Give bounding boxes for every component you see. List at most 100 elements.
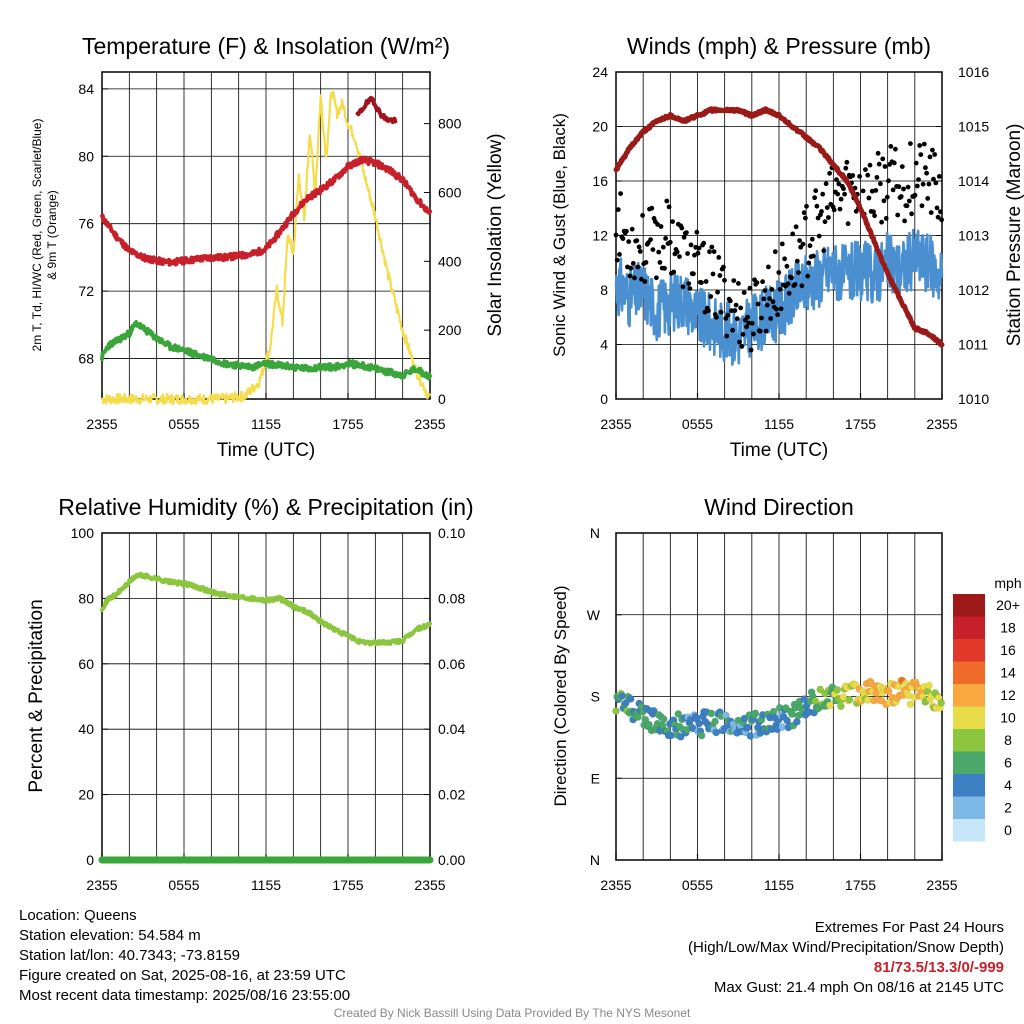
gust-point bbox=[837, 206, 843, 212]
gust-point bbox=[744, 324, 749, 330]
gust-point bbox=[692, 252, 697, 258]
y-tick-label: 12 bbox=[592, 228, 608, 244]
y2-tick-label: 0.06 bbox=[438, 656, 465, 672]
gust-point bbox=[755, 301, 761, 307]
colorbar-swatch bbox=[953, 594, 985, 617]
gust-point bbox=[746, 320, 752, 326]
gust-point bbox=[927, 154, 933, 160]
x-tick-label: 2355 bbox=[600, 877, 631, 893]
y2-tick-label: 0.00 bbox=[438, 852, 465, 868]
gust-point bbox=[733, 302, 739, 308]
colorbar-label: 12 bbox=[1000, 687, 1016, 703]
gust-point bbox=[715, 289, 720, 295]
gust-point bbox=[766, 264, 771, 270]
y2-tick-label: 1010 bbox=[958, 391, 989, 407]
direction-point bbox=[641, 715, 650, 724]
y2-tick-label: 800 bbox=[438, 116, 462, 132]
credit-line: Created By Nick Bassill Using Data Provi… bbox=[333, 1006, 691, 1020]
gust-point bbox=[872, 213, 877, 219]
gust-point bbox=[663, 236, 668, 241]
gust-point bbox=[775, 312, 780, 318]
gust-point bbox=[714, 314, 719, 320]
gust-point bbox=[814, 203, 820, 209]
gust-point bbox=[703, 279, 709, 284]
series-sonic-wind bbox=[614, 228, 944, 366]
y-tick-label: 20 bbox=[592, 119, 608, 135]
colorbar-label: 16 bbox=[1000, 642, 1016, 658]
gust-point bbox=[908, 141, 913, 147]
gust-point bbox=[778, 306, 784, 312]
gust-point bbox=[792, 282, 798, 287]
gust-point bbox=[657, 260, 663, 265]
colorbar-swatch bbox=[953, 616, 985, 639]
gust-point bbox=[734, 316, 740, 322]
gust-point bbox=[938, 209, 943, 215]
colorbar-swatch bbox=[953, 796, 985, 819]
x-tick-label: 0555 bbox=[682, 877, 713, 893]
gust-point bbox=[888, 144, 894, 149]
direction-point bbox=[626, 695, 635, 703]
x-tick-label: 1155 bbox=[764, 416, 794, 432]
gust-point bbox=[804, 203, 809, 209]
gust-point bbox=[836, 181, 842, 187]
gust-point bbox=[898, 194, 904, 199]
gust-point bbox=[878, 181, 883, 187]
gust-point bbox=[736, 281, 741, 286]
colorbar-label: 10 bbox=[1000, 710, 1016, 726]
direction-point bbox=[826, 701, 834, 710]
direction-point bbox=[751, 709, 760, 718]
colorbar-label: 2 bbox=[1004, 800, 1012, 816]
gust-point bbox=[615, 207, 621, 213]
gust-point bbox=[686, 281, 692, 286]
gust-point bbox=[679, 225, 685, 231]
gust-point bbox=[731, 278, 737, 283]
colorbar-swatch bbox=[953, 729, 985, 752]
gust-point bbox=[757, 328, 763, 334]
y-tick-label: 40 bbox=[78, 721, 94, 737]
gust-point bbox=[799, 283, 805, 289]
chart-title: Wind Direction bbox=[704, 494, 854, 520]
gust-point bbox=[901, 186, 906, 192]
y-axis-label: Percent & Precipitation bbox=[26, 599, 47, 792]
gust-point bbox=[800, 241, 806, 247]
gust-point bbox=[759, 315, 764, 321]
gust-point bbox=[656, 249, 662, 255]
direction-point bbox=[634, 713, 642, 721]
gust-point bbox=[826, 215, 831, 220]
gust-point bbox=[893, 146, 898, 152]
x-tick-label: 1155 bbox=[764, 877, 794, 893]
gust-point bbox=[740, 331, 746, 337]
gust-point bbox=[716, 255, 722, 260]
gust-point bbox=[617, 252, 622, 257]
y-tick-label: S bbox=[591, 689, 600, 705]
gust-point bbox=[784, 263, 790, 269]
colorbar-swatch bbox=[953, 639, 985, 662]
gust-point bbox=[627, 273, 633, 279]
gust-point bbox=[845, 221, 851, 227]
gust-point bbox=[811, 253, 816, 259]
gust-point bbox=[914, 183, 920, 189]
x-axis-label: Time (UTC) bbox=[730, 440, 829, 461]
gust-point bbox=[749, 320, 755, 326]
gust-point bbox=[797, 238, 802, 244]
series-relative-humidity bbox=[100, 571, 432, 647]
gust-point bbox=[695, 250, 701, 256]
x-tick-label: 0555 bbox=[168, 877, 199, 893]
gust-point bbox=[739, 344, 745, 349]
gust-point bbox=[767, 296, 772, 301]
direction-point bbox=[906, 700, 915, 709]
direction-point bbox=[677, 733, 685, 741]
gust-point bbox=[730, 327, 735, 333]
colorbar-label: 14 bbox=[1000, 665, 1016, 681]
direction-point bbox=[612, 707, 620, 715]
gust-point bbox=[895, 212, 901, 218]
gust-point bbox=[681, 234, 687, 240]
gust-point bbox=[857, 174, 862, 179]
y-tick-label: 20 bbox=[78, 787, 94, 803]
gust-point bbox=[709, 244, 715, 250]
gust-point bbox=[806, 260, 812, 266]
gust-point bbox=[807, 243, 813, 249]
colorbar-label: 0 bbox=[1004, 822, 1012, 838]
y-axis-label: Sonic Wind & Gust (Blue, Black) bbox=[550, 113, 569, 357]
y-axis-label: Direction (Colored By Speed) bbox=[551, 585, 570, 806]
